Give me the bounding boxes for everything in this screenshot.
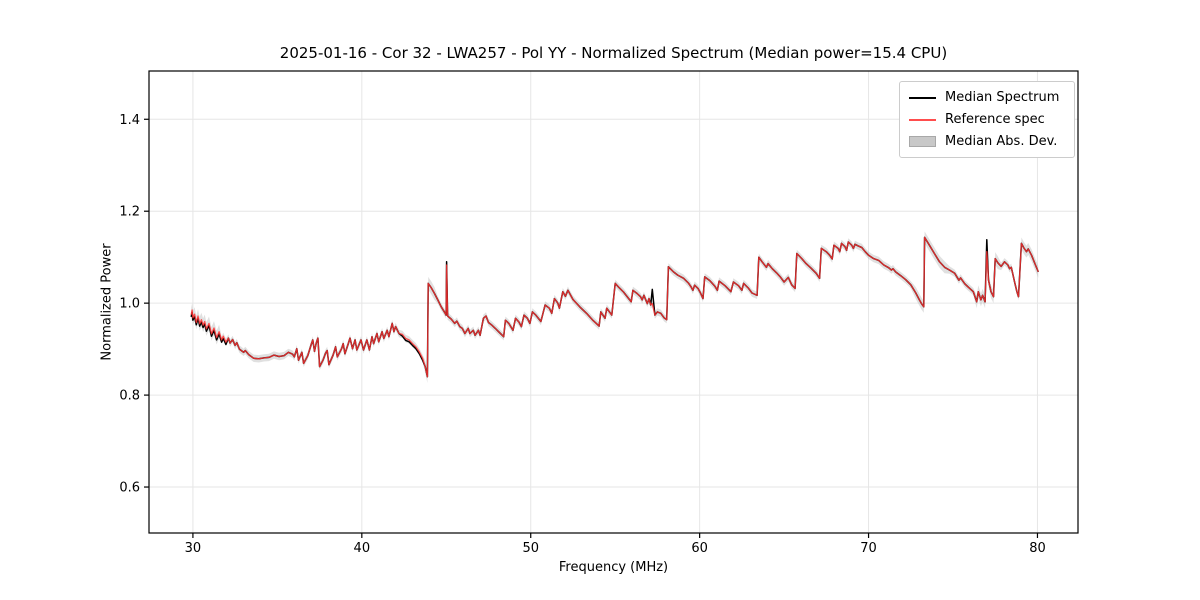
- legend-item-median-abs-dev: Median Abs. Dev.: [909, 133, 1065, 150]
- median-spectrum-line: [190, 236, 1039, 378]
- y-tick-label: 1.2: [119, 205, 140, 220]
- x-tick-label: 30: [185, 541, 202, 556]
- x-tick-label: 60: [691, 541, 708, 556]
- plot-frame: [148, 70, 1079, 534]
- legend: Median Spectrum Reference spec Median Ab…: [899, 81, 1075, 158]
- reference-spec-line-swatch: [909, 118, 936, 121]
- y-tick-label: 0.8: [119, 389, 140, 404]
- legend-item-median-spectrum: Median Spectrum: [909, 89, 1065, 106]
- reference-spec-line: [190, 236, 1039, 378]
- x-tick-label: 70: [860, 541, 877, 556]
- x-tick-label: 80: [1029, 541, 1046, 556]
- x-tick-label: 50: [522, 541, 539, 556]
- x-tick-label: 40: [354, 541, 371, 556]
- legend-label: Reference spec: [945, 112, 1045, 127]
- legend-label: Median Spectrum: [945, 90, 1060, 105]
- y-tick-label: 0.6: [119, 481, 140, 496]
- y-tick-label: 1.4: [119, 113, 140, 128]
- y-tick-label: 1.0: [119, 297, 140, 312]
- mad-band: [191, 231, 1039, 384]
- median-abs-dev-patch-swatch: [909, 136, 936, 147]
- median-spectrum-line-swatch: [909, 96, 936, 99]
- legend-item-reference-spec: Reference spec: [909, 111, 1065, 128]
- chart-title: 2025-01-16 - Cor 32 - LWA257 - Pol YY - …: [279, 44, 948, 62]
- legend-label: Median Abs. Dev.: [945, 134, 1058, 149]
- x-axis-label: Frequency (MHz): [558, 560, 669, 575]
